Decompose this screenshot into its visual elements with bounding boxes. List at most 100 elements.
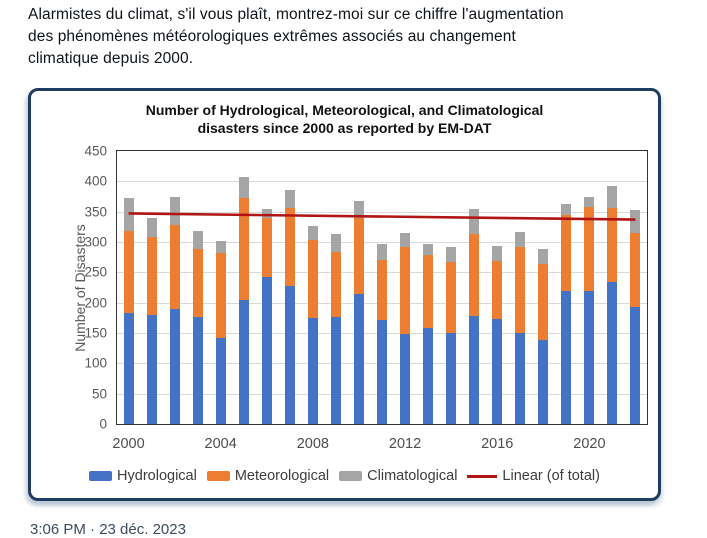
bar-segment-climatological bbox=[400, 232, 411, 248]
bar-segment-climatological bbox=[492, 245, 503, 261]
bar-slot-2019 bbox=[555, 151, 578, 424]
y-tick-label: 350 bbox=[84, 204, 107, 220]
bar-segment-hydrological bbox=[607, 282, 618, 424]
bar-segment-climatological bbox=[607, 185, 618, 209]
x-tick-label: 2004 bbox=[204, 436, 237, 452]
legend-item-meteorological: Meteorological bbox=[206, 468, 330, 484]
bar-segment-hydrological bbox=[446, 333, 457, 424]
bar-segment-climatological bbox=[146, 217, 157, 237]
bar-segment-climatological bbox=[238, 177, 249, 198]
bar-segment-hydrological bbox=[330, 316, 341, 424]
stacked-bar bbox=[607, 185, 618, 424]
legend-swatch-icon bbox=[339, 471, 363, 481]
bar-slot-2017 bbox=[509, 151, 532, 424]
stacked-bar bbox=[469, 209, 480, 424]
bar-slot-2010 bbox=[347, 151, 370, 424]
bar-slot-2005 bbox=[232, 151, 255, 424]
bar-segment-hydrological bbox=[261, 276, 272, 424]
stacked-bar bbox=[307, 226, 318, 424]
bar-slot-2004 bbox=[209, 151, 232, 424]
stacked-bar bbox=[423, 243, 434, 424]
x-tick-label: 2008 bbox=[296, 436, 329, 452]
legend-label: Climatological bbox=[367, 468, 458, 484]
y-tick-label: 450 bbox=[84, 143, 107, 159]
bar-segment-hydrological bbox=[169, 308, 180, 424]
legend-label: Meteorological bbox=[234, 468, 330, 484]
stacked-bar bbox=[353, 200, 364, 424]
legend-item-hydrological: Hydrological bbox=[89, 468, 197, 484]
bar-segment-meteorological bbox=[307, 239, 318, 319]
legend-swatch-icon bbox=[89, 471, 113, 481]
gridline bbox=[117, 181, 647, 183]
bar-segment-hydrological bbox=[353, 293, 364, 424]
bar-slot-2018 bbox=[532, 151, 555, 424]
legend-label: Linear (of total) bbox=[502, 468, 600, 484]
bar-segment-meteorological bbox=[584, 207, 595, 292]
bar-segment-climatological bbox=[630, 210, 641, 233]
gridline bbox=[117, 211, 647, 213]
y-tick-label: 150 bbox=[84, 325, 107, 341]
stacked-bar bbox=[376, 244, 387, 424]
stacked-bar bbox=[400, 232, 411, 424]
bar-segment-hydrological bbox=[284, 286, 295, 424]
stacked-bar bbox=[261, 209, 272, 424]
bar-segment-meteorological bbox=[538, 264, 549, 340]
legend-swatch-icon bbox=[206, 471, 230, 481]
bar-segment-hydrological bbox=[538, 339, 549, 424]
stacked-bar bbox=[215, 241, 226, 424]
bar-segment-meteorological bbox=[192, 248, 203, 318]
bar-segment-meteorological bbox=[376, 260, 387, 321]
legend-line-swatch-icon bbox=[467, 474, 498, 478]
bar-segment-meteorological bbox=[330, 251, 341, 317]
bar-slot-2002 bbox=[163, 151, 186, 424]
bar-segment-hydrological bbox=[469, 316, 480, 424]
bar-segment-hydrological bbox=[423, 327, 434, 424]
bar-segment-climatological bbox=[284, 190, 295, 209]
bar-segment-hydrological bbox=[123, 312, 134, 424]
bar-segment-meteorological bbox=[446, 262, 457, 333]
bar-segment-meteorological bbox=[146, 236, 157, 315]
bar-segment-hydrological bbox=[400, 334, 411, 424]
legend-label: Hydrological bbox=[117, 468, 197, 484]
bar-slot-2001 bbox=[140, 151, 163, 424]
bar-slot-2009 bbox=[324, 151, 347, 424]
legend-item-linear: Linear (of total) bbox=[467, 468, 600, 484]
bar-segment-climatological bbox=[515, 231, 526, 247]
bar-segment-meteorological bbox=[607, 208, 618, 283]
bar-segment-climatological bbox=[169, 196, 180, 226]
bar-segment-meteorological bbox=[169, 225, 180, 309]
bar-segment-meteorological bbox=[630, 232, 641, 307]
bar-segment-climatological bbox=[307, 226, 318, 240]
y-tick-label: 50 bbox=[91, 386, 107, 402]
bar-segment-climatological bbox=[353, 200, 364, 219]
post-timestamp: 3:06 PM · 23 déc. 2023 bbox=[30, 521, 186, 538]
stacked-bar bbox=[561, 204, 572, 424]
bar-segment-meteorological bbox=[123, 231, 134, 313]
bar-slot-2011 bbox=[370, 151, 393, 424]
stacked-bar bbox=[146, 217, 157, 424]
bar-segment-climatological bbox=[538, 249, 549, 265]
stacked-bar bbox=[238, 177, 249, 424]
bar-slot-2021 bbox=[601, 151, 624, 424]
bar-slot-2008 bbox=[301, 151, 324, 424]
y-tick-label: 400 bbox=[84, 173, 107, 189]
bar-segment-meteorological bbox=[353, 218, 364, 294]
bar-slot-2007 bbox=[278, 151, 301, 424]
bar-slot-2012 bbox=[394, 151, 417, 424]
bar-segment-hydrological bbox=[515, 333, 526, 424]
bar-segment-meteorological bbox=[561, 215, 572, 292]
bar-segment-climatological bbox=[376, 244, 387, 261]
bar-segment-meteorological bbox=[284, 208, 295, 287]
y-tick-label: 250 bbox=[84, 264, 107, 280]
stacked-bar bbox=[492, 245, 503, 424]
stacked-bar bbox=[515, 231, 526, 424]
bar-segment-meteorological bbox=[238, 197, 249, 301]
bar-segment-meteorological bbox=[469, 233, 480, 317]
bar-segment-meteorological bbox=[492, 260, 503, 320]
bar-segment-hydrological bbox=[492, 319, 503, 424]
bar-slot-2016 bbox=[486, 151, 509, 424]
bar-segment-hydrological bbox=[215, 337, 226, 424]
bar-segment-climatological bbox=[561, 204, 572, 216]
bar-slot-2020 bbox=[578, 151, 601, 424]
bar-segment-hydrological bbox=[630, 306, 641, 424]
